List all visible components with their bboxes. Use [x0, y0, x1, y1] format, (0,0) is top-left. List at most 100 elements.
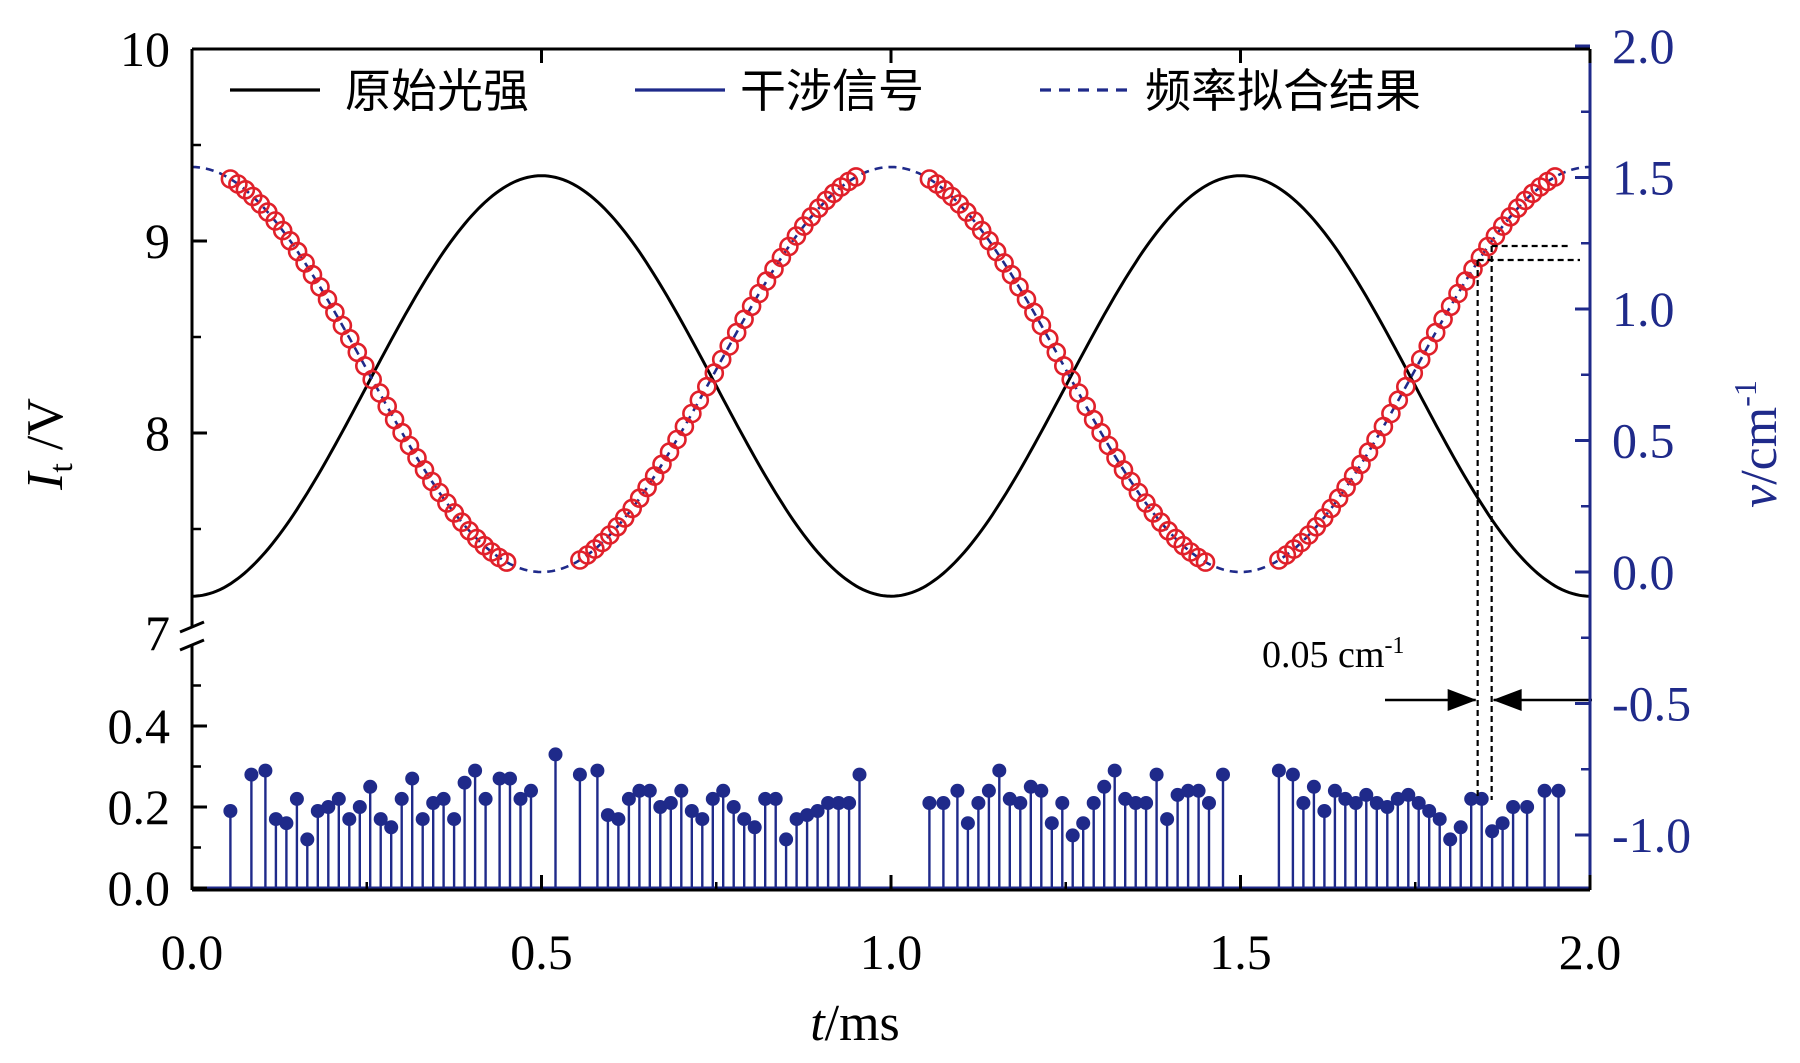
interference-peak-marker [726, 800, 741, 814]
interference-peak-marker [223, 804, 238, 818]
interference-peak-marker [503, 771, 517, 786]
interference-peak-marker [1551, 783, 1566, 798]
interference-peak-marker [1128, 796, 1143, 810]
x-tick-label: 1.0 [860, 924, 923, 980]
x-tick-label: 0.0 [161, 924, 224, 980]
interference-peak-marker [971, 796, 986, 810]
interference-peak-marker [590, 763, 605, 778]
interference-peak-marker [950, 783, 965, 798]
y-right-title: v/cm-1 [1727, 380, 1788, 508]
interference-peak-marker [821, 796, 836, 810]
interference-peak-marker [674, 783, 689, 798]
interference-peak-marker [492, 771, 507, 786]
interference-peak-marker [621, 791, 636, 806]
x-tick-label: 0.5 [510, 924, 573, 980]
interference-peak-marker [1296, 796, 1311, 810]
interference-peak-marker [1065, 828, 1080, 843]
interference-peak-marker [695, 812, 710, 827]
annotation-label-sup: -1 [1384, 633, 1404, 659]
annotation-label-main: 0.05 cm [1262, 634, 1384, 676]
interference-peak-marker [1097, 779, 1112, 794]
y-right-tick-label: 0.0 [1612, 544, 1675, 600]
interference-peak-marker [842, 796, 857, 810]
interference-peak-marker [1181, 783, 1196, 798]
interference-peak-marker [1034, 783, 1049, 798]
y-left-lower-tick-label: 0.4 [108, 698, 171, 754]
interference-peak-marker [279, 816, 294, 831]
interference-peak-marker [1271, 763, 1286, 778]
interference-peak-marker [1380, 800, 1395, 814]
interference-peak-marker [478, 791, 493, 806]
interference-peak-marker [737, 812, 752, 827]
interference-peak-marker [653, 800, 668, 814]
y-right-tick-label: 1.0 [1612, 281, 1675, 337]
interference-peak-marker [1464, 791, 1479, 806]
interference-peak-marker [1327, 783, 1342, 798]
interference-peak-marker [747, 820, 762, 835]
interference-peak-marker [1495, 816, 1510, 831]
interference-peak-marker [992, 763, 1007, 778]
interference-peak-marker [1411, 796, 1426, 810]
interference-peak-marker [548, 747, 563, 762]
interference-peak-marker [1086, 796, 1101, 810]
interference-peak-marker [1390, 791, 1405, 806]
y-left-title: It /V [17, 398, 80, 491]
interference-peak-marker [1216, 767, 1230, 782]
series-raw-intensity-line [191, 174, 1591, 598]
interference-peak-marker [572, 767, 587, 782]
legend-label-2: 干涉信号 [740, 64, 924, 118]
interference-peak-marker [705, 791, 720, 806]
y-left-title-var: I [17, 470, 74, 491]
interference-peak-marker [513, 791, 528, 806]
interference-peak-marker [1401, 787, 1416, 802]
interference-peak-marker [981, 783, 996, 798]
interference-peak-marker [922, 796, 937, 810]
interference-peak-marker [1422, 804, 1437, 818]
interference-peak-marker [373, 812, 388, 827]
y-right-title-group: v/cm-1 [1727, 380, 1788, 508]
interference-peak-marker [1055, 796, 1070, 810]
interference-peak-marker [1107, 763, 1122, 778]
interference-peak-marker [600, 808, 615, 823]
interference-peak-marker [384, 820, 399, 835]
y-right-tick-label: 2.0 [1612, 18, 1675, 74]
interference-peak-marker [524, 783, 538, 798]
x-axis-title-unit: /ms [825, 995, 900, 1052]
interference-peak-marker [1359, 787, 1374, 802]
interference-peak-marker [779, 832, 794, 847]
interference-peak-marker [1348, 796, 1363, 810]
interference-peak-marker [960, 816, 975, 831]
interference-peak-marker [810, 804, 825, 818]
interference-peak-marker [436, 791, 451, 806]
y-left-title-group: It /V [17, 398, 80, 491]
axes-layer [179, 44, 1592, 892]
interference-peak-marker [1506, 800, 1521, 814]
interference-peak-marker [1369, 796, 1384, 810]
interference-peak-marker [268, 812, 283, 827]
interference-peak-marker [1023, 779, 1038, 794]
interference-peak-marker [457, 775, 472, 790]
interference-peak-marker [1202, 796, 1216, 810]
y-right-title-sup: -1 [1727, 380, 1763, 407]
y-left-lower-tick-label: 0.2 [108, 779, 171, 835]
x-tick-label: 1.5 [1209, 924, 1272, 980]
legend-label-1: 原始光强 [345, 64, 529, 118]
interference-peak-marker [468, 763, 483, 778]
interference-peak-marker [1076, 816, 1091, 831]
interference-peak-marker [352, 800, 367, 814]
y-right-tick-label: 0.5 [1612, 413, 1675, 469]
y-right-title-var: v [1731, 484, 1788, 508]
interference-peak-marker [1306, 779, 1321, 794]
interference-peak-marker [663, 796, 678, 810]
interference-peak-marker [1453, 820, 1468, 835]
interference-peak-marker [1191, 783, 1206, 798]
interference-peak-marker [789, 812, 804, 827]
interference-peak-marker [831, 796, 846, 810]
fit-point-marker [846, 167, 866, 187]
fit-point-marker [496, 552, 517, 572]
interference-peak-marker [415, 812, 430, 827]
interference-peak-marker [289, 791, 304, 806]
interference-peak-marker [1002, 791, 1017, 806]
y-right-title-unit: /cm [1731, 407, 1788, 485]
